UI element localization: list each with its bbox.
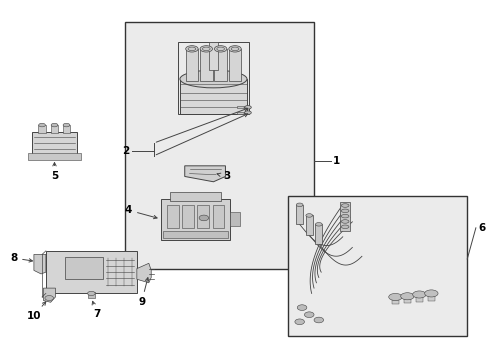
Bar	[340, 202, 349, 231]
Bar	[31, 132, 77, 155]
Bar	[212, 205, 224, 228]
Bar	[237, 106, 247, 108]
Bar	[228, 49, 241, 81]
Bar	[391, 300, 398, 304]
Polygon shape	[184, 166, 225, 182]
Bar	[166, 205, 178, 228]
Ellipse shape	[412, 291, 425, 298]
Ellipse shape	[315, 222, 322, 226]
Ellipse shape	[214, 46, 226, 52]
Text: 9: 9	[138, 278, 148, 307]
Bar	[237, 112, 247, 114]
Bar	[427, 296, 434, 301]
Ellipse shape	[313, 317, 323, 323]
Bar	[124, 22, 313, 269]
Bar	[62, 125, 70, 133]
Ellipse shape	[297, 305, 306, 310]
Bar	[305, 215, 312, 235]
Ellipse shape	[180, 70, 246, 88]
Ellipse shape	[341, 209, 348, 213]
Ellipse shape	[424, 290, 437, 297]
Ellipse shape	[341, 225, 348, 229]
Ellipse shape	[244, 111, 251, 114]
Ellipse shape	[341, 220, 348, 223]
Ellipse shape	[228, 46, 241, 52]
Bar	[208, 42, 218, 70]
Bar	[51, 125, 58, 133]
Bar	[182, 205, 193, 228]
Bar	[214, 49, 226, 81]
Bar	[403, 299, 410, 303]
Bar	[177, 42, 249, 114]
Bar	[38, 125, 46, 133]
Ellipse shape	[304, 312, 313, 318]
Bar	[170, 192, 220, 201]
Ellipse shape	[63, 123, 70, 127]
Bar	[65, 257, 103, 279]
Ellipse shape	[185, 46, 198, 52]
Ellipse shape	[199, 215, 208, 221]
Bar	[287, 196, 467, 336]
Ellipse shape	[341, 204, 348, 207]
Text: 6: 6	[477, 223, 485, 233]
Polygon shape	[137, 263, 151, 283]
Bar	[200, 49, 212, 81]
Ellipse shape	[400, 293, 413, 300]
Bar	[180, 79, 246, 114]
Ellipse shape	[388, 293, 401, 301]
Ellipse shape	[200, 46, 212, 52]
Ellipse shape	[45, 296, 53, 301]
Ellipse shape	[341, 215, 348, 218]
Text: 1: 1	[332, 156, 340, 166]
Ellipse shape	[87, 291, 95, 296]
Text: 8: 8	[10, 253, 32, 263]
Ellipse shape	[305, 214, 312, 217]
Bar	[88, 292, 95, 298]
Ellipse shape	[296, 203, 303, 207]
Text: 10: 10	[27, 302, 46, 321]
Ellipse shape	[294, 319, 304, 325]
Ellipse shape	[244, 105, 251, 109]
Polygon shape	[34, 255, 46, 274]
Text: 7: 7	[92, 301, 101, 319]
Bar	[161, 199, 230, 240]
Text: 3: 3	[217, 171, 230, 181]
Bar	[46, 251, 137, 293]
Bar	[197, 205, 209, 228]
Bar	[28, 153, 81, 160]
Bar	[163, 231, 227, 238]
Polygon shape	[43, 288, 55, 302]
Text: 4: 4	[124, 205, 157, 219]
Text: 5: 5	[51, 163, 58, 181]
Ellipse shape	[51, 123, 58, 127]
Text: 2: 2	[122, 146, 129, 156]
Bar	[415, 297, 422, 302]
Bar	[185, 49, 198, 81]
Bar	[315, 224, 322, 244]
Ellipse shape	[39, 123, 45, 127]
Bar	[296, 205, 303, 224]
Bar	[230, 212, 239, 226]
